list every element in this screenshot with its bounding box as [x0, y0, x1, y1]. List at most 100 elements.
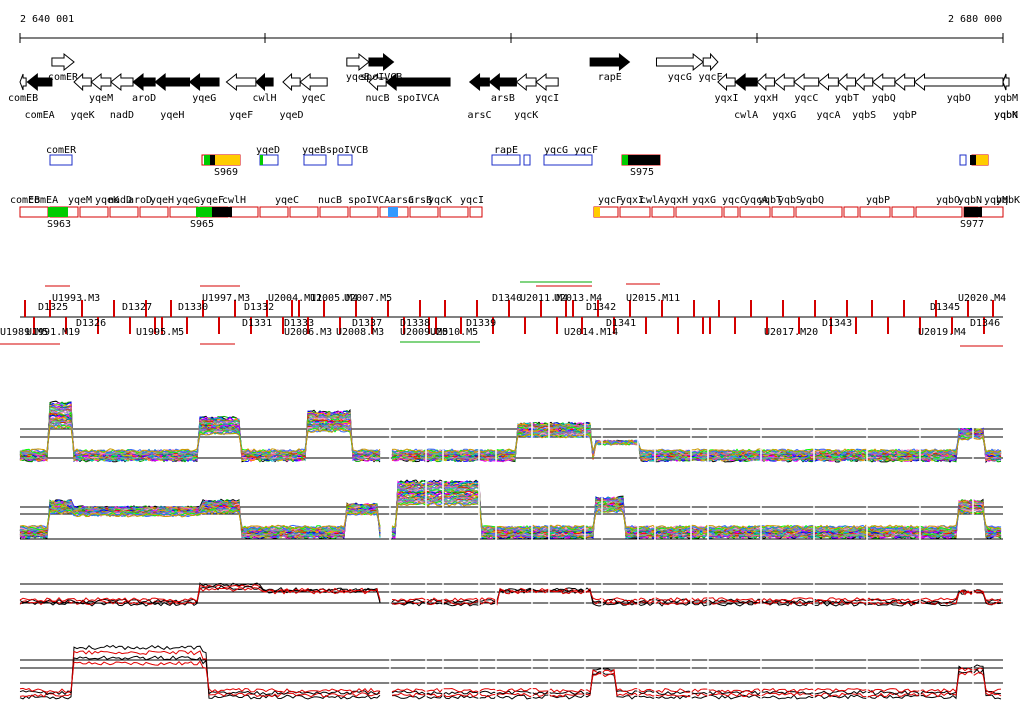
lower-transcript-box[interactable] — [675, 206, 723, 218]
feature-top-label: D1342 — [586, 302, 616, 313]
lower-label-yqxH: yqxH — [664, 195, 688, 206]
lower-label-yqbO: yqbO — [936, 195, 960, 206]
gene-arrow-comEB[interactable] — [19, 73, 27, 91]
lower-transcript-box[interactable] — [739, 206, 771, 218]
gene-label-yqeC: yqeC — [302, 93, 326, 104]
lower-transcript-box[interactable] — [289, 206, 319, 218]
gene-label-rapE: rapE — [598, 72, 622, 83]
lower-label-yqbN: yqbN — [958, 195, 982, 206]
gene-arrow-yqbS[interactable] — [854, 72, 874, 92]
gene-arrow-comEA[interactable] — [26, 72, 53, 92]
gene-arrow-arsB[interactable] — [488, 72, 517, 92]
lower-transcript-box[interactable] — [771, 206, 795, 218]
gene-arrow-yqeG[interactable] — [188, 72, 220, 92]
gene-arrow-yqbT[interactable] — [837, 72, 857, 92]
lower-transcript-box[interactable] — [843, 206, 859, 218]
upper-label-spoIVCB: spoIVCB — [326, 145, 368, 156]
gene-arrow-yqcA[interactable] — [817, 72, 839, 92]
gene-label-spoIVCA: spoIVCA — [397, 93, 439, 104]
gene-arrow-cwlH[interactable] — [255, 72, 274, 92]
lower-transcript-box[interactable] — [139, 206, 169, 218]
gene-label-arsB: arsB — [491, 93, 515, 104]
lower-transcript-box[interactable] — [79, 206, 109, 218]
expression-trace — [19, 660, 1002, 694]
gene-arrow-yqbK[interactable] — [1002, 73, 1010, 91]
gene-arrow-yqxG[interactable] — [773, 72, 795, 92]
gene-arrow-yqeB[interactable] — [346, 52, 370, 72]
lower-transcript-box[interactable] — [469, 206, 483, 218]
gene-arrow-yqbO[interactable] — [913, 72, 1004, 92]
gene-arrow-rapE[interactable] — [589, 52, 631, 72]
gene-label-yqbN: yqbN — [994, 110, 1018, 121]
upper-highlight — [215, 155, 240, 165]
lower-transcript-box[interactable] — [859, 206, 891, 218]
upper-transcript-box[interactable] — [543, 154, 593, 166]
lower-label-cwlA: cwlA — [640, 195, 664, 206]
lower-label-yqbK: yqbK — [996, 195, 1020, 206]
gene-label-yqxI: yqxI — [714, 93, 738, 104]
lower-transcript-box[interactable] — [979, 206, 1004, 218]
gene-arrow-yqeH[interactable] — [154, 72, 191, 92]
feature-bottom-label: U2008.M3 — [336, 327, 384, 338]
lower-transcript-box[interactable] — [259, 206, 289, 218]
gene-arrow-yqcF[interactable] — [702, 52, 719, 72]
upper-transcript-box[interactable] — [337, 154, 353, 166]
upper-highlight — [976, 155, 988, 165]
gene-arrow-arsC[interactable] — [468, 72, 490, 92]
feature-top-label: U2013.M4 — [554, 293, 602, 304]
gene-arrow-yqeC[interactable] — [299, 72, 328, 92]
gene-label-yqxH: yqxH — [754, 93, 778, 104]
gene-arrow-aroD[interactable] — [132, 72, 156, 92]
lower-transcript-box[interactable] — [795, 206, 843, 218]
gene-label-yqeB: yqeB — [346, 72, 370, 83]
upper-label-yqeB: yqeB — [302, 145, 326, 156]
ruler-start-label: 2 640 001 — [20, 14, 74, 25]
gene-label-yqxG: yqxG — [772, 110, 796, 121]
gene-arrow-yqcI[interactable] — [535, 72, 559, 92]
gene-arrow-nadD[interactable] — [110, 72, 134, 92]
upper-transcript-box[interactable] — [523, 154, 531, 166]
gene-arrow-yqcG[interactable] — [655, 52, 704, 72]
gene-arrow-yqeK[interactable] — [73, 72, 92, 92]
gene-arrow-comER[interactable] — [51, 52, 75, 72]
gene-arrow-nucB[interactable] — [368, 72, 387, 92]
lower-transcript-box[interactable] — [651, 206, 675, 218]
gene-arrow-yqeF[interactable] — [225, 72, 257, 92]
lower-transcript-box[interactable] — [19, 206, 49, 218]
gene-arrow-yqxH[interactable] — [756, 72, 775, 92]
lower-transcript-box[interactable] — [229, 206, 259, 218]
gene-arrow-spoIVCB[interactable] — [368, 52, 395, 72]
lower-transcript-box[interactable] — [619, 206, 651, 218]
gene-arrow-yqeM[interactable] — [90, 72, 112, 92]
upper-transcript-box[interactable] — [303, 154, 327, 166]
expression-panel-3 — [19, 570, 1003, 612]
gene-arrow-yqeD[interactable] — [282, 72, 301, 92]
lower-transcript-box[interactable] — [915, 206, 963, 218]
upper-transcript-box[interactable] — [959, 154, 967, 166]
lower-transcript-box[interactable] — [169, 206, 199, 218]
gene-arrow-yqbP[interactable] — [894, 72, 916, 92]
lower-highlight — [388, 207, 398, 217]
feature-bottom-label: U2017.M20 — [764, 327, 818, 338]
gene-arrow-yqcK[interactable] — [515, 72, 537, 92]
gene-arrow-spoIVCA[interactable] — [385, 72, 451, 92]
lower-label-nadD: nadD — [108, 195, 132, 206]
lower-transcript-box[interactable] — [109, 206, 139, 218]
gene-arrow-cwlA[interactable] — [734, 72, 758, 92]
feature-top-label: D1327 — [122, 302, 152, 313]
feature-top-label: D1332 — [244, 302, 274, 313]
upper-transcript-box[interactable] — [49, 154, 73, 166]
gene-arrow-yqxI[interactable] — [717, 72, 736, 92]
gene-arrow-yqcC[interactable] — [793, 72, 820, 92]
lower-transcript-box[interactable] — [319, 206, 349, 218]
lower-transcript-box[interactable] — [409, 206, 439, 218]
upper-sample-S975: S975 — [630, 167, 654, 178]
gene-arrow-yqbQ[interactable] — [871, 72, 896, 92]
lower-transcript-box[interactable] — [439, 206, 469, 218]
upper-transcript-box[interactable] — [491, 154, 521, 166]
lower-transcript-box[interactable] — [349, 206, 379, 218]
gene-label-aroD: aroD — [132, 93, 156, 104]
lower-transcript-box[interactable] — [891, 206, 915, 218]
lower-transcript-box[interactable] — [723, 206, 739, 218]
